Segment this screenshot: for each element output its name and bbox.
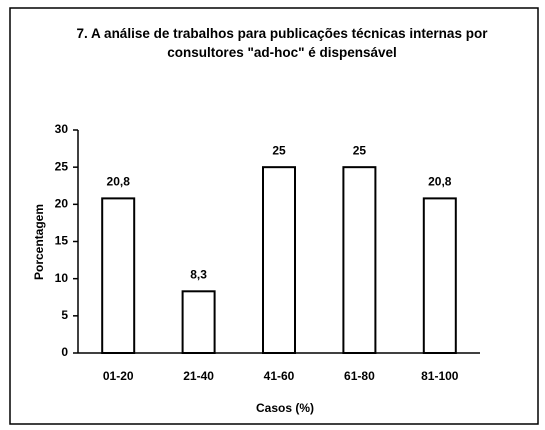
value-label: 25 [272,143,286,157]
x-tick-label: 41-60 [264,369,295,383]
bar [262,166,296,354]
y-axis-label: Porcentagem [32,204,46,280]
bar [342,166,377,354]
value-label: 8,3 [190,267,207,281]
y-tick-label: 15 [55,234,69,248]
bar [101,197,136,354]
y-tick-label: 25 [55,159,69,173]
x-tick-label: 01-20 [103,369,134,383]
value-label: 20,8 [428,175,452,189]
bar [422,197,457,354]
chart-title: 7. A análise de trabalhos para publicaçõ… [76,26,488,60]
y-tick-label: 0 [61,345,68,359]
x-axis-label: Casos (%) [256,401,314,415]
frame [9,7,539,425]
value-label: 20,8 [107,175,131,189]
x-tick-label: 21-40 [183,369,214,383]
y-tick-label: 30 [55,122,69,136]
y-tick-label: 10 [55,271,69,285]
x-tick-label: 81-100 [421,369,459,383]
bar [181,290,216,355]
y-tick-label: 5 [61,308,68,322]
x-tick-label: 61-80 [344,369,375,383]
value-label: 25 [353,143,367,157]
y-tick-label: 20 [55,197,69,211]
